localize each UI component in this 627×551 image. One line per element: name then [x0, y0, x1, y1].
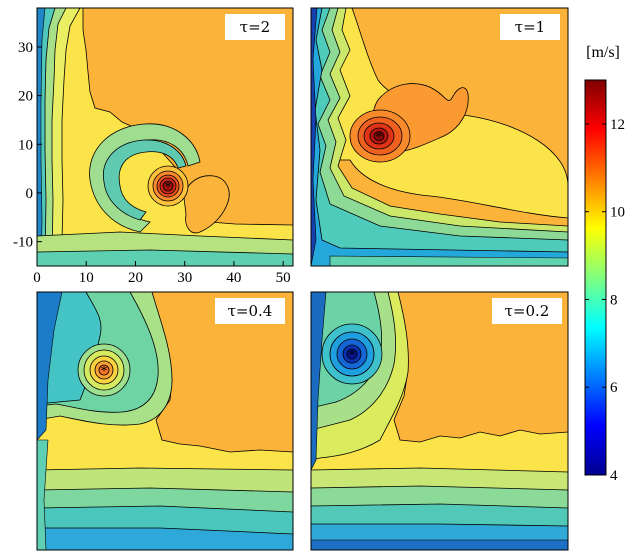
panel-4-field: *: [311, 292, 568, 550]
y-tick-label: 30: [18, 40, 33, 56]
panel-tau-0-2: * τ=0.2: [310, 291, 569, 551]
vortex-center-marker: *: [165, 180, 172, 195]
colorbar-tick-label: 8: [610, 292, 618, 308]
x-tick-label: 10: [79, 270, 94, 286]
panel-2-field: *: [311, 8, 568, 266]
y-tick-label: -10: [13, 235, 33, 251]
colorbar-tick-label: 12: [610, 117, 625, 133]
vortex-center-marker: *: [376, 130, 383, 145]
y-axis: -10 0 10 20 30: [13, 40, 42, 251]
x-tick-label: 0: [33, 270, 41, 286]
x-axis: 0 10 20 30 40 50: [33, 261, 291, 286]
x-tick-label: 20: [128, 270, 143, 286]
colorbar-ticks: 4 6 8 10 12: [585, 117, 625, 484]
colorbar: [m/s] 4 6 8 10 12: [584, 44, 625, 484]
y-tick-label: 0: [26, 186, 34, 202]
x-tick-label: 50: [276, 270, 291, 286]
panel-tau-1: * τ=1: [310, 7, 569, 267]
x-tick-label: 30: [177, 270, 192, 286]
colorbar-tick-label: 4: [610, 468, 618, 484]
panel-1-field: *: [37, 8, 293, 266]
panel-tau-0-4: * τ=0.4: [36, 291, 294, 551]
panel-tau-2: * τ=2: [36, 7, 294, 267]
vortex-center-marker: *: [349, 348, 356, 363]
panel-3-title: τ=0.4: [228, 302, 273, 320]
panel-1-title: τ=2: [240, 18, 270, 36]
vortex-center-marker: *: [101, 364, 108, 379]
colorbar-unit: [m/s]: [586, 44, 620, 61]
y-tick-label: 10: [18, 137, 33, 153]
x-tick-label: 40: [226, 270, 241, 286]
y-tick-label: 20: [18, 89, 33, 105]
colorbar-gradient: [584, 79, 607, 476]
colorbar-tick-label: 6: [610, 380, 618, 396]
panel-4-title: τ=0.2: [505, 302, 550, 320]
panel-2-title: τ=1: [515, 18, 545, 36]
colorbar-tick-label: 10: [610, 205, 625, 221]
panel-3-field: *: [37, 292, 293, 550]
